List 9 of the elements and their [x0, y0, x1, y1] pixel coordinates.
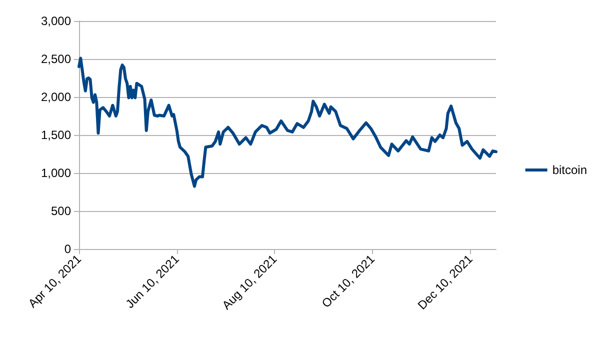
y-tick-label: 1,500	[40, 128, 72, 142]
line-series	[78, 56, 498, 188]
y-tick-label: 500	[50, 204, 72, 218]
y-tick-label: 3,000	[40, 14, 72, 28]
y-tick-label: 1,000	[40, 166, 72, 180]
y-tick-label: 0	[64, 242, 72, 256]
y-tick-label: 2,000	[40, 90, 72, 104]
legend-label: bitcoin	[552, 163, 587, 177]
y-tick-label: 2,500	[40, 52, 72, 66]
